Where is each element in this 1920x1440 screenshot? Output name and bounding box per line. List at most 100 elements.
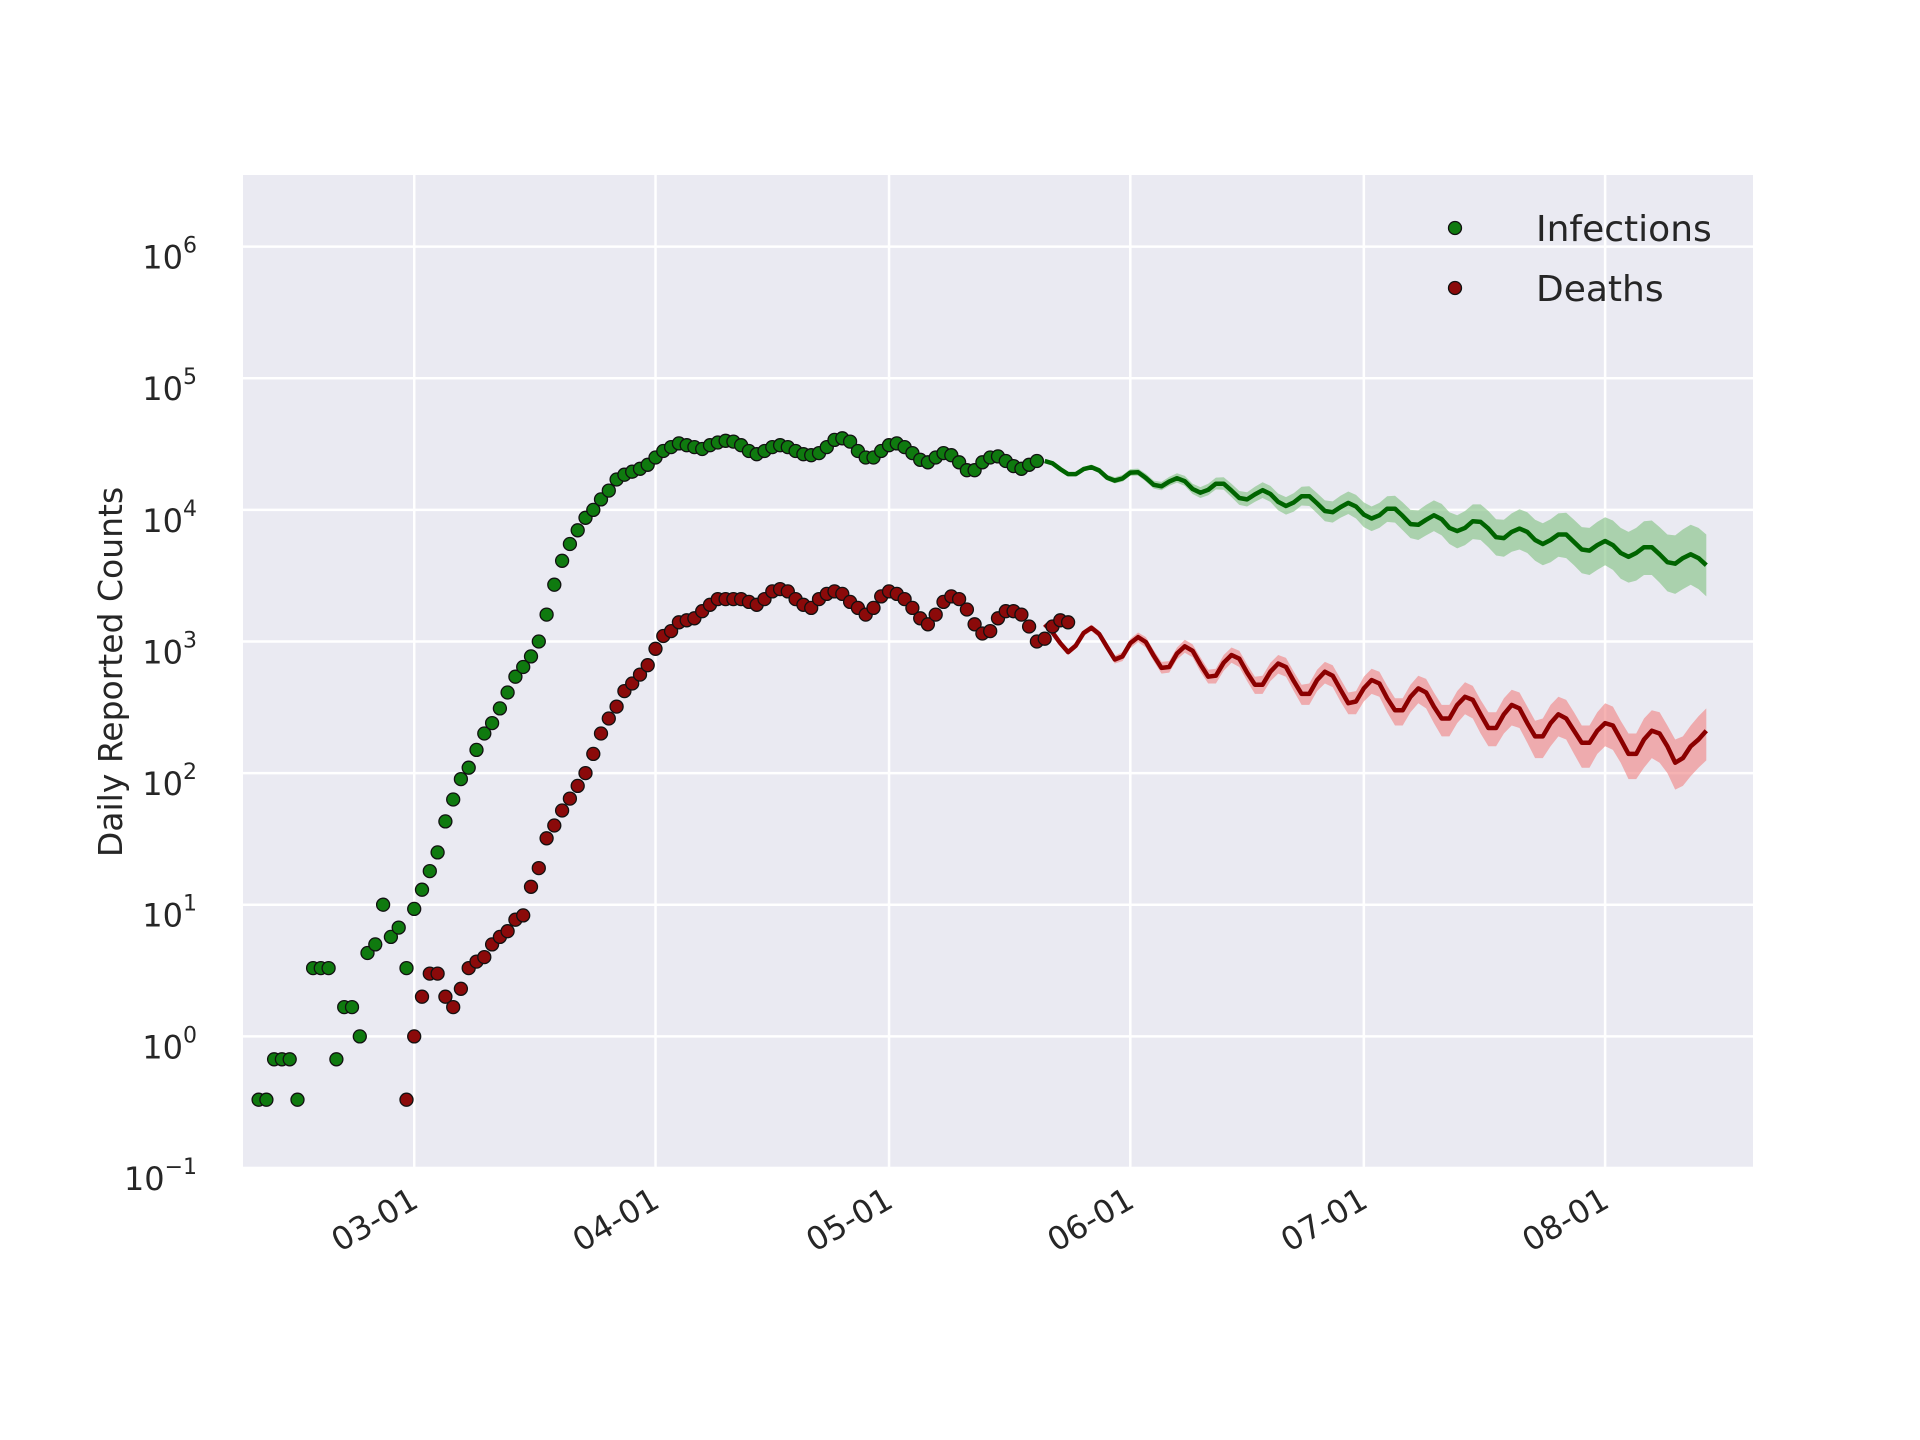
data-point [500, 685, 515, 700]
data-point [438, 989, 453, 1004]
legend-label: Infections [1536, 209, 1712, 250]
data-point [430, 845, 445, 860]
data-point [407, 901, 422, 917]
data-point [446, 999, 461, 1015]
data-point [523, 879, 539, 894]
data-point [516, 659, 531, 675]
legend-label: Deaths [1536, 269, 1664, 310]
uncertainty-bands [1044, 461, 1707, 790]
data-point [430, 966, 445, 981]
data-point [492, 701, 508, 716]
y-axis-ticks: 10−1 100 101 102 103 104 105 106 [124, 234, 197, 1198]
data-point [601, 483, 616, 498]
x-tick-label: 08-01 [1516, 1180, 1616, 1259]
data-point [321, 960, 336, 976]
data-point [609, 699, 624, 714]
data-point [539, 607, 554, 622]
x-tick-label: 06-01 [1041, 1180, 1141, 1259]
data-point [601, 711, 616, 726]
data-point [570, 523, 585, 538]
y-tick-label: 10−1 [124, 1155, 197, 1198]
data-point [438, 814, 453, 829]
data-point [352, 1029, 367, 1044]
data-point [951, 591, 967, 607]
x-tick-label: 03-01 [325, 1180, 425, 1259]
data-point [554, 553, 570, 568]
y-tick-label: 103 [142, 628, 197, 671]
data-point [586, 502, 601, 518]
data-point [1060, 615, 1076, 630]
data-point [407, 1029, 422, 1044]
data-point [344, 999, 360, 1015]
data-point [259, 1092, 274, 1107]
data-point [920, 617, 936, 632]
data-point [484, 715, 500, 731]
data-point [640, 658, 655, 673]
legend: Infections Deaths [1447, 209, 1712, 310]
forecast-band [1044, 624, 1707, 790]
data-point [1037, 631, 1052, 646]
data-point [1014, 607, 1029, 622]
data-point [967, 617, 982, 632]
grid [243, 175, 1753, 1170]
data-point [866, 600, 881, 616]
data-point [383, 929, 399, 945]
data-point [531, 860, 546, 876]
data-point [547, 818, 562, 833]
data-point [477, 949, 492, 965]
data-point [593, 492, 609, 507]
data-point [1029, 453, 1045, 469]
data-point [928, 607, 943, 622]
data-point [562, 791, 578, 806]
data-point [578, 765, 593, 781]
data-point [804, 600, 819, 616]
data-point [663, 623, 679, 639]
data-point [842, 434, 858, 449]
data-point [414, 882, 430, 897]
data-point [897, 591, 912, 607]
data-point [983, 623, 998, 639]
data-point [461, 760, 476, 775]
y-axis-title: Daily Reported Counts [91, 487, 130, 857]
data-point [282, 1052, 297, 1067]
data-point [516, 908, 531, 923]
data-point [500, 924, 515, 939]
forecast-line [1044, 458, 1708, 567]
data-point [453, 981, 469, 996]
x-tick-label: 04-01 [566, 1180, 666, 1259]
data-point [391, 920, 406, 935]
data-point [399, 1092, 414, 1107]
data-point [586, 746, 601, 762]
data-point [1021, 619, 1037, 634]
forecast-lines [1043, 458, 1708, 765]
data-point [446, 792, 461, 807]
x-tick-label: 07-01 [1274, 1180, 1374, 1259]
data-point [625, 676, 640, 691]
legend-marker [1447, 280, 1463, 296]
data-point [508, 669, 523, 684]
y-tick-label: 100 [142, 1023, 197, 1066]
data-point [539, 831, 554, 846]
data-point [422, 863, 437, 879]
data-point [469, 742, 484, 758]
data-point [414, 989, 430, 1004]
data-point [570, 778, 585, 794]
forecast-band [1044, 461, 1707, 597]
data-point [329, 1052, 344, 1067]
x-axis-ticks: 03-01 04-01 05-01 06-01 07-01 08-01 [325, 1180, 1615, 1259]
data-point [531, 634, 546, 649]
y-tick-label: 104 [142, 497, 197, 540]
data-point [547, 577, 562, 592]
data-point [453, 771, 469, 787]
data-point [959, 602, 975, 617]
data-point [368, 937, 383, 952]
legend-marker [1447, 220, 1463, 236]
data-point [477, 726, 492, 741]
y-tick-label: 106 [142, 234, 197, 277]
x-tick-label: 05-01 [800, 1180, 900, 1259]
data-point [375, 897, 391, 912]
plot-area [243, 175, 1753, 1168]
data-point [399, 960, 414, 976]
y-tick-label: 101 [142, 892, 197, 935]
